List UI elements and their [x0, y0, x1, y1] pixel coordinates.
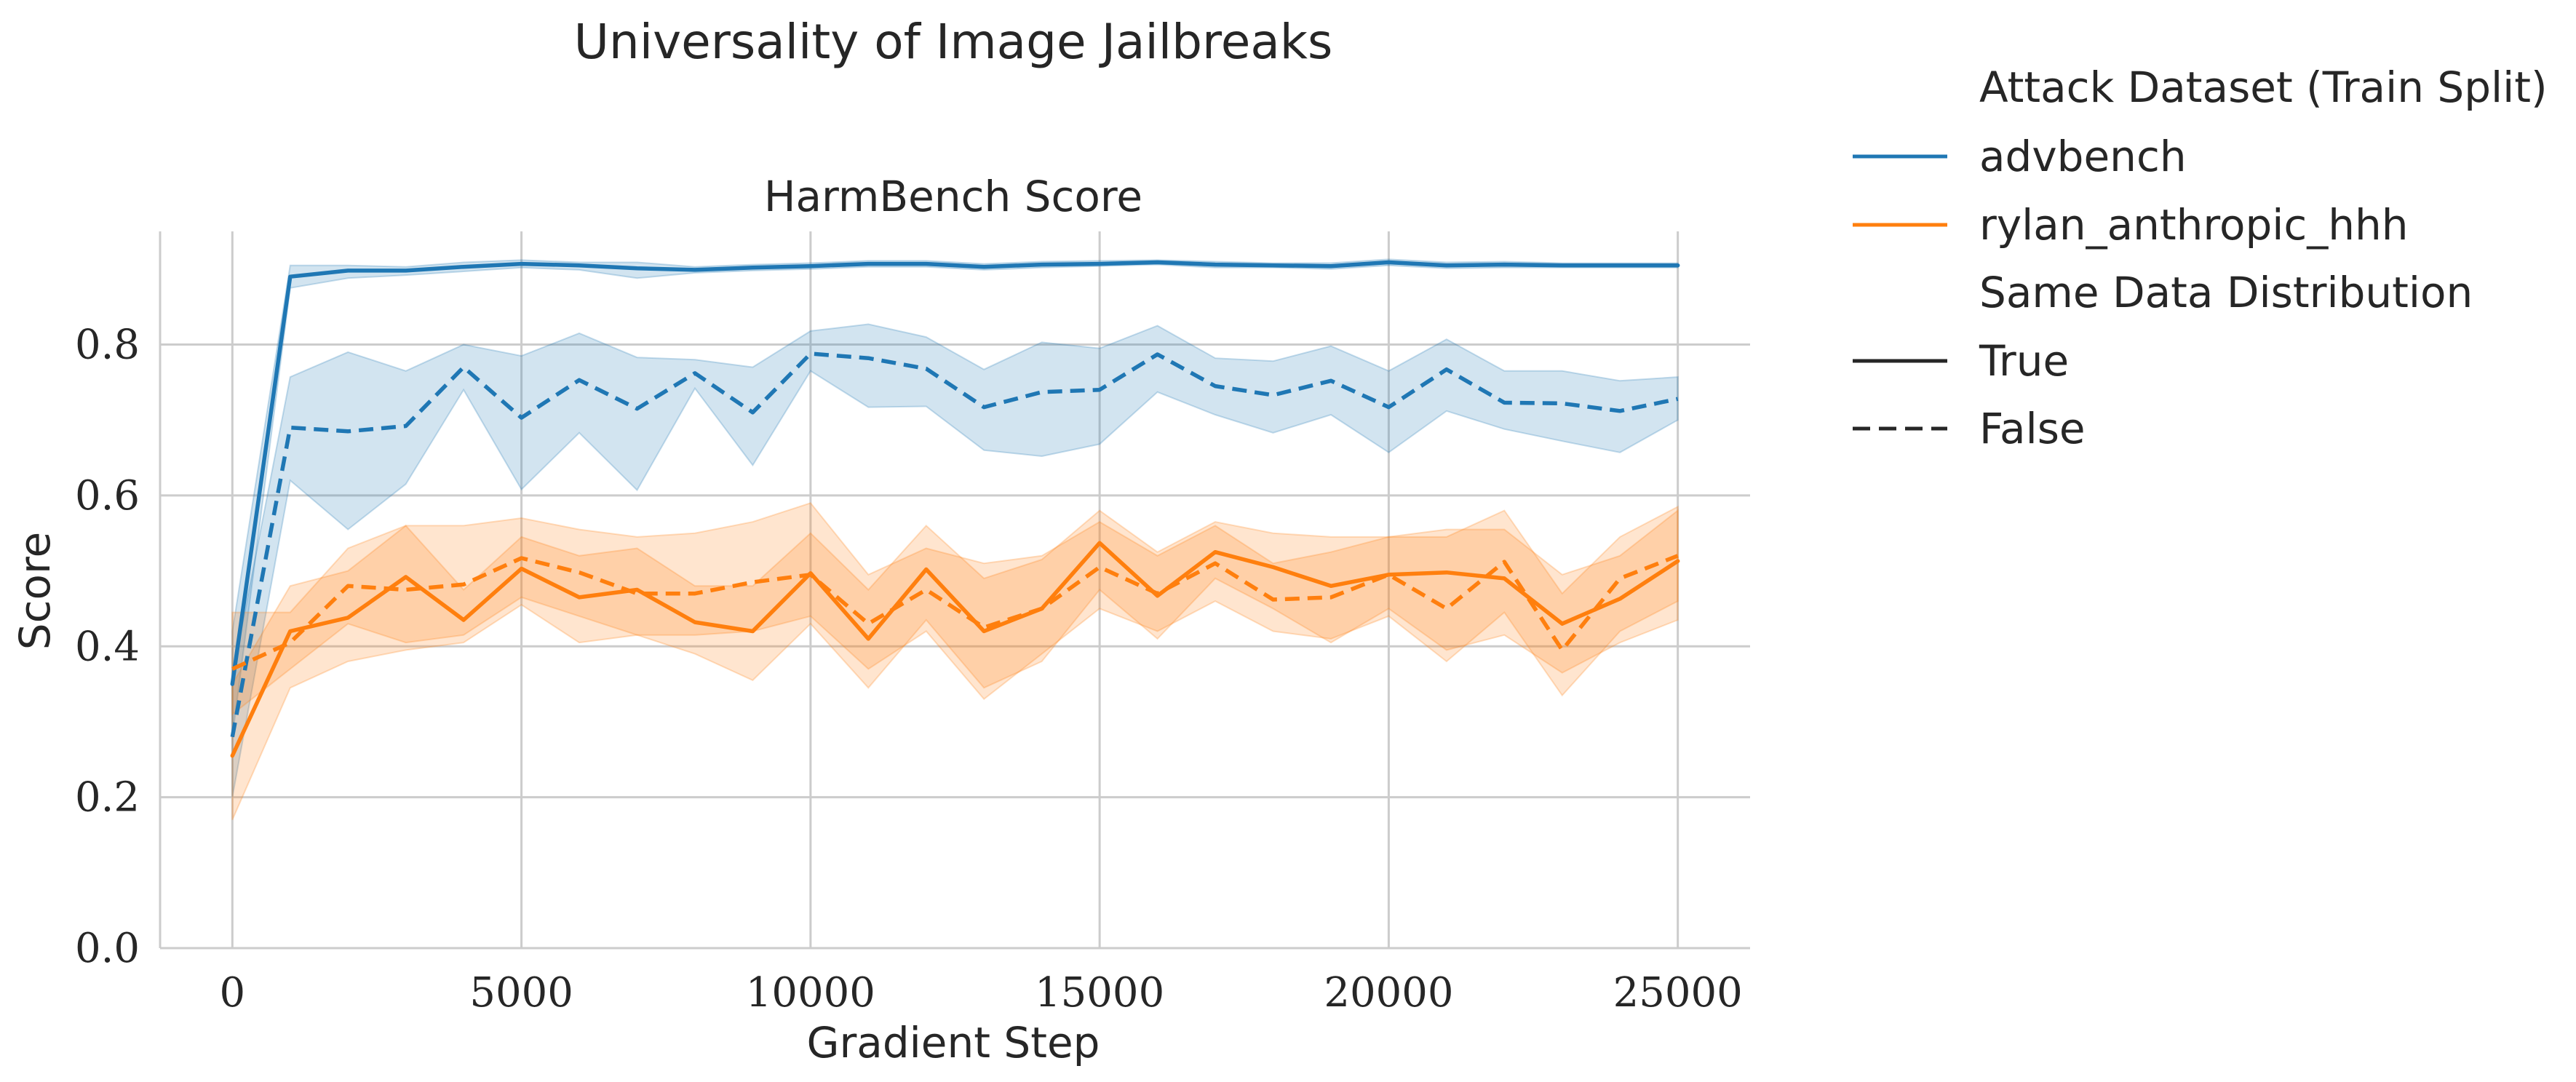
series-line-advbench-false — [230, 351, 1679, 738]
y-tick-label: 0.6 — [75, 472, 140, 520]
legend-label-rylan-anthropic-hhh: rylan_anthropic_hhh — [1979, 200, 2409, 250]
legend-style-title: Same Data Distribution — [1979, 268, 2473, 317]
series-line-rylan-anthropic-hhh-true — [230, 541, 1680, 758]
y-tick-label: 0.0 — [75, 925, 140, 972]
y-tick-label: 0.8 — [75, 322, 140, 369]
x-tick-label: 15000 — [1035, 969, 1164, 1017]
y-tick-label: 0.4 — [75, 623, 140, 670]
legend-label-false: False — [1979, 404, 2086, 453]
ci-band-advbench-true — [231, 258, 1679, 737]
series-line-rylan-anthropic-hhh-false — [231, 554, 1679, 671]
x-tick-label: 5000 — [469, 969, 573, 1017]
x-tick-labels: 0 5000 10000 15000 20000 25000 — [219, 969, 1742, 1017]
y-tick-labels: 0.0 0.2 0.4 0.6 0.8 — [75, 322, 140, 972]
y-tick-label: 0.2 — [75, 774, 140, 822]
legend: Attack Dataset (Train Split) advbench ry… — [1853, 63, 2548, 453]
x-tick-label: 10000 — [746, 969, 875, 1017]
x-axis-label: Gradient Step — [807, 1018, 1100, 1067]
axes-title: HarmBench Score — [764, 172, 1142, 221]
x-tick-label: 20000 — [1324, 969, 1453, 1017]
ci-band-advbench-false — [231, 323, 1679, 797]
y-axis-label: Score — [10, 532, 60, 650]
series-line-advbench-true — [230, 260, 1680, 686]
legend-label-advbench: advbench — [1979, 132, 2187, 181]
figure-title: Universality of Image Jailbreaks — [574, 14, 1333, 70]
x-tick-label: 0 — [219, 969, 245, 1017]
x-tick-label: 25000 — [1613, 969, 1743, 1017]
plot-area: 0 5000 10000 15000 20000 25000 0.00.20.40.60.… — [75, 231, 1750, 1017]
legend-hue-title: Attack Dataset (Train Split) — [1979, 63, 2548, 112]
confidence-bands — [231, 258, 1679, 821]
axes-spines — [159, 231, 1750, 950]
legend-label-true: True — [1979, 336, 2069, 386]
series-lines — [230, 260, 1680, 758]
